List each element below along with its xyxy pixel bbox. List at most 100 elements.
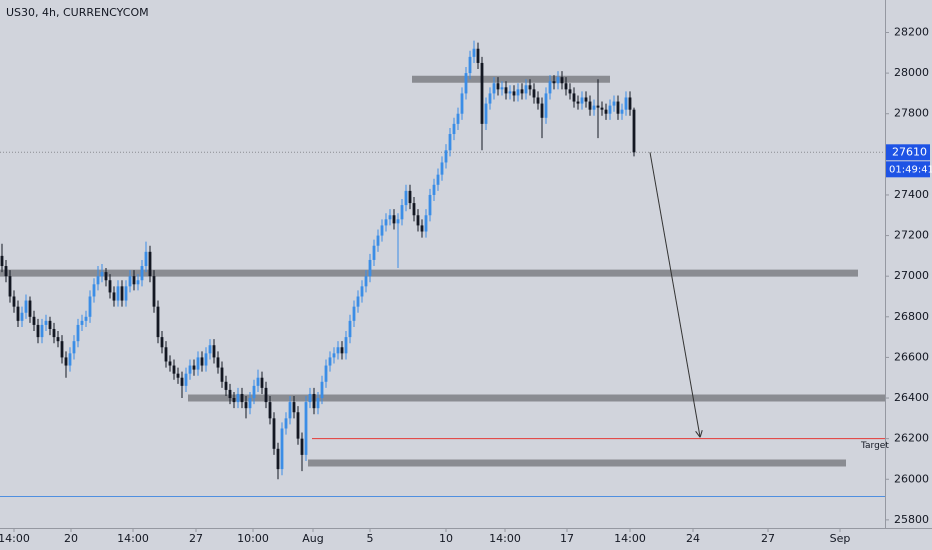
- x-tick-label: 10: [439, 532, 453, 545]
- candle-body: [384, 219, 388, 226]
- candle-body: [40, 324, 44, 338]
- candle-body: [344, 337, 348, 354]
- candle-body: [328, 357, 332, 366]
- candle-body: [152, 276, 156, 307]
- candle-body: [312, 393, 316, 409]
- candle-body: [304, 402, 308, 455]
- candle-body: [552, 81, 556, 84]
- candle-body: [100, 272, 104, 277]
- candle-body: [156, 306, 160, 338]
- candle-body: [420, 225, 424, 232]
- candle-body: [440, 162, 444, 175]
- candle-body: [236, 393, 240, 403]
- candle-body: [52, 328, 56, 338]
- projection-arrow: [649, 152, 700, 436]
- candle-body: [248, 398, 252, 409]
- candle-body: [260, 377, 264, 388]
- candle-body: [436, 174, 440, 185]
- candle-body: [268, 402, 272, 419]
- candle-body: [576, 101, 580, 104]
- candle-body: [280, 428, 284, 470]
- plot: Target: [0, 40, 889, 498]
- candle-body: [252, 385, 256, 399]
- candle-body: [480, 62, 484, 124]
- y-tick-label: 26600: [894, 350, 929, 363]
- candle-body: [112, 292, 116, 301]
- candle-body: [376, 235, 380, 246]
- candle-body: [404, 190, 408, 206]
- candle-body: [620, 109, 624, 114]
- candle-body: [460, 93, 464, 114]
- x-tick-label: Sep: [830, 532, 851, 545]
- candle-body: [168, 361, 172, 366]
- candle-body: [44, 320, 48, 325]
- x-tick-label: 14:00: [0, 532, 30, 545]
- candle-body: [244, 402, 248, 409]
- candle-body: [8, 276, 12, 297]
- y-tick-label: 28200: [894, 25, 929, 38]
- candle-body: [228, 389, 232, 399]
- candle-body: [616, 101, 620, 114]
- candle-body: [356, 296, 360, 307]
- x-tick-label: 10:00: [237, 532, 269, 545]
- candle-body: [208, 345, 212, 354]
- candle-body: [432, 184, 436, 195]
- candle-body: [632, 109, 636, 153]
- candle-body: [444, 150, 448, 163]
- candle-body: [172, 365, 176, 374]
- candle-body: [396, 219, 400, 224]
- candle-body: [612, 101, 616, 106]
- candle-body: [592, 105, 596, 110]
- candle-body: [324, 365, 328, 382]
- candle-body: [428, 194, 432, 216]
- candle-body: [124, 286, 128, 301]
- candle-body: [604, 109, 608, 114]
- x-tick-label: 24: [686, 532, 700, 545]
- candle-body: [572, 93, 576, 102]
- candle-body: [212, 345, 216, 358]
- candle-body: [448, 134, 452, 151]
- candle-body: [316, 398, 320, 409]
- candle-body: [568, 89, 572, 94]
- x-tick-label: Aug: [302, 532, 323, 545]
- candle-body: [308, 393, 312, 403]
- candle-body: [292, 402, 296, 413]
- candle-body: [540, 103, 544, 118]
- candle-body: [336, 347, 340, 354]
- candle-body: [472, 48, 476, 57]
- candle-body: [140, 266, 144, 281]
- candle-body: [272, 418, 276, 449]
- candle-body: [232, 398, 236, 403]
- candle-body: [192, 365, 196, 370]
- candle-body: [464, 73, 468, 94]
- candle-body: [628, 97, 632, 110]
- y-tick-label: 26800: [894, 310, 929, 323]
- candle-body: [468, 56, 472, 74]
- candle-body: [412, 203, 416, 216]
- candle-body: [120, 286, 124, 301]
- candle-body: [596, 105, 600, 108]
- target-label: Target: [860, 441, 889, 451]
- candle-body: [340, 347, 344, 354]
- candle-body: [92, 284, 96, 297]
- x-tick-label: 17: [560, 532, 574, 545]
- price-label-box: [886, 144, 930, 161]
- candle-body: [556, 77, 560, 84]
- candle-body: [352, 306, 356, 321]
- candle-body: [496, 83, 500, 90]
- candle-body: [348, 320, 352, 338]
- candle-body: [392, 215, 396, 224]
- y-tick-label: 26200: [894, 432, 929, 445]
- x-tick-label: 14:00: [489, 532, 521, 545]
- candle-body: [388, 215, 392, 220]
- candle-body: [588, 101, 592, 110]
- candle-body: [504, 87, 508, 94]
- candle-body: [0, 255, 4, 267]
- y-tick-label: 27000: [894, 269, 929, 282]
- candle-body: [24, 300, 28, 313]
- candle-body: [144, 251, 148, 267]
- candle-body: [72, 341, 76, 354]
- x-tick-label: 14:00: [614, 532, 646, 545]
- candle-body: [372, 245, 376, 260]
- countdown: 01:49:41: [889, 164, 932, 175]
